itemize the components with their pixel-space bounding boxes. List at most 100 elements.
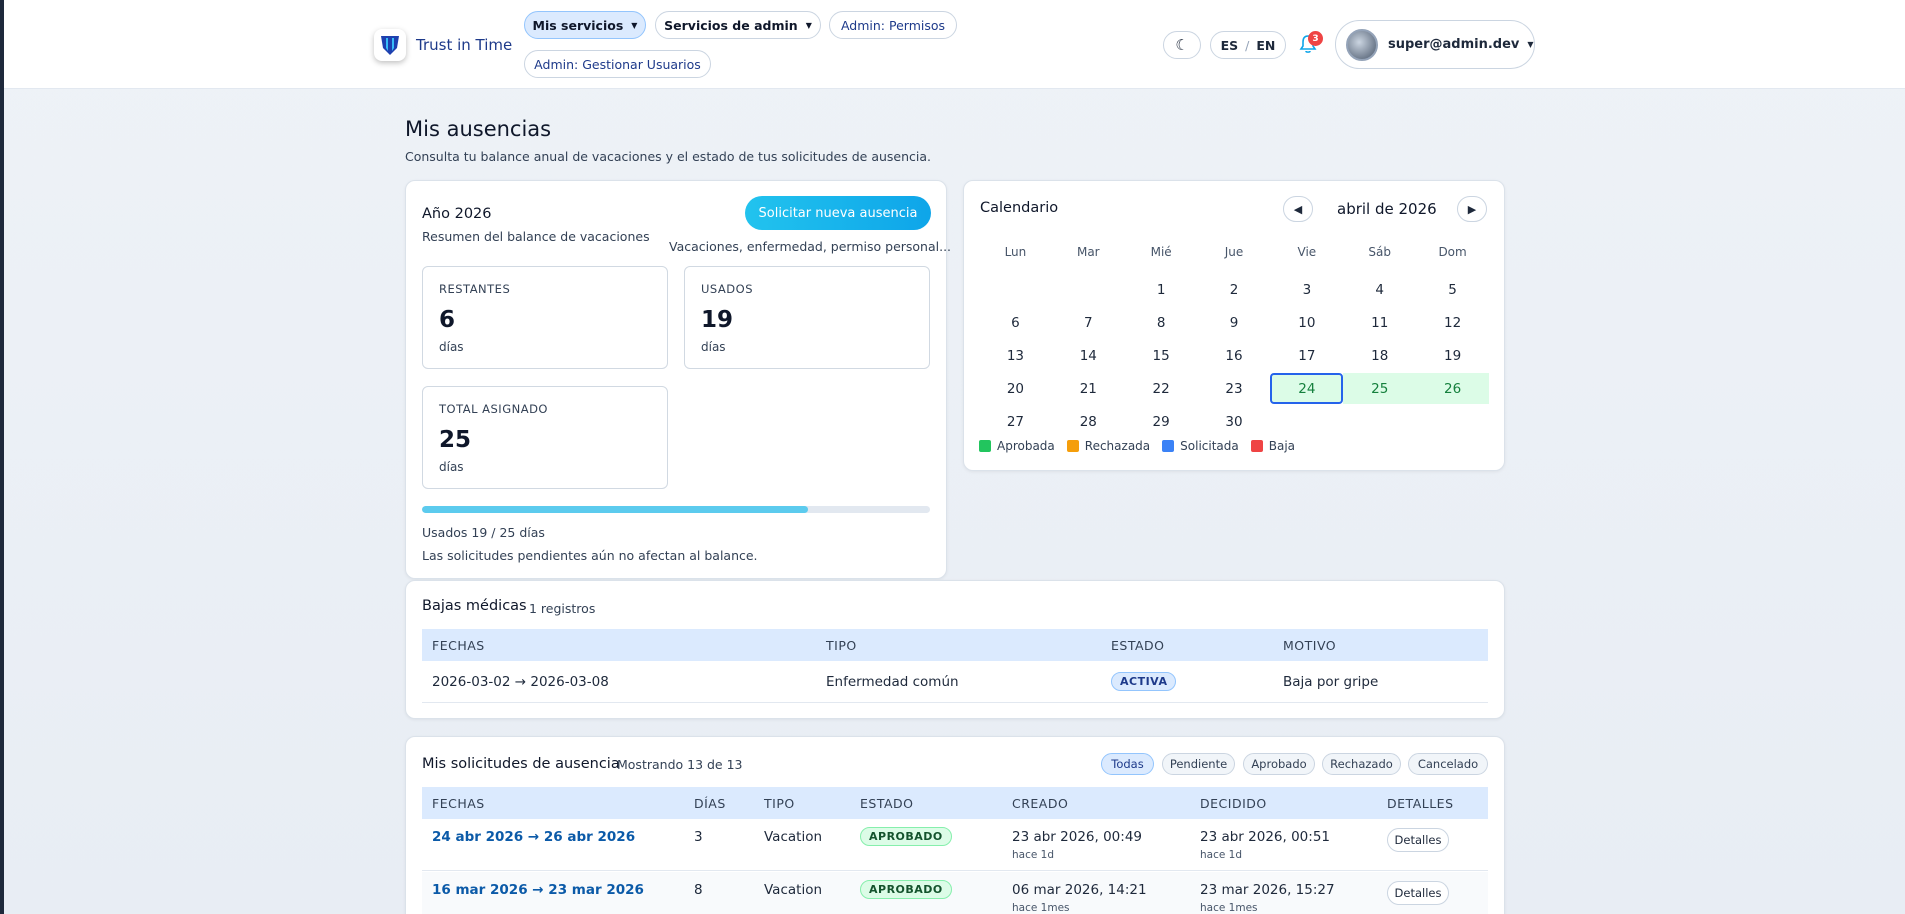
calendar-weekday: Sáb: [1368, 245, 1392, 259]
filter-aprobado[interactable]: Aprobado: [1243, 753, 1315, 775]
calendar-day[interactable]: 26: [1416, 373, 1490, 404]
caret-down-icon: ▼: [1527, 40, 1534, 49]
calendar-day[interactable]: 29: [1152, 413, 1170, 430]
calendar-week-row: 27 28 29 30: [979, 406, 1489, 439]
calendar-week-row: 6 7 8 9 10 11 12: [979, 307, 1489, 340]
filter-rechazado[interactable]: Rechazado: [1322, 753, 1401, 775]
filter-todas[interactable]: Todas: [1101, 753, 1154, 775]
medical-count: 1 registros: [529, 601, 596, 616]
request-type: Vacation: [764, 829, 823, 845]
calendar-day[interactable]: 2: [1229, 281, 1239, 298]
calendar-day[interactable]: 24: [1270, 373, 1344, 404]
request-dates-link[interactable]: 16 mar 2026 → 23 mar 2026: [432, 882, 644, 898]
calendar-day[interactable]: 18: [1371, 347, 1389, 364]
requests-table-header: FECHAS DÍAS TIPO ESTADO CREADO DECIDIDO …: [422, 787, 1488, 819]
brand-logo[interactable]: [374, 29, 406, 61]
calendar-day[interactable]: 27: [1006, 413, 1025, 430]
calendar-weekday: Dom: [1438, 245, 1467, 259]
th-motivo: MOTIVO: [1283, 637, 1337, 653]
calendar-day[interactable]: 22: [1152, 380, 1170, 397]
triangle-left-icon: ◀: [1293, 202, 1303, 216]
calendar-day[interactable]: 5: [1448, 281, 1457, 298]
request-decided: 23 abr 2026, 00:51: [1200, 829, 1330, 845]
theme-toggle-button[interactable]: ☾: [1163, 31, 1201, 59]
calendar-day[interactable]: 8: [1156, 314, 1166, 331]
request-days: 8: [694, 882, 703, 898]
calendar-legend: Aprobada Rechazada Solicitada Baja: [979, 439, 1307, 453]
page-title: Mis ausencias: [405, 117, 552, 141]
request-absence-button[interactable]: Solicitar nueva ausencia: [745, 196, 931, 230]
request-created: 23 abr 2026, 00:49: [1012, 829, 1142, 845]
calendar-day[interactable]: 28: [1079, 413, 1097, 430]
calendar-day[interactable]: 16: [1225, 347, 1243, 364]
calendar-day[interactable]: 4: [1375, 281, 1385, 298]
th-fechas: FECHAS: [432, 795, 485, 811]
calendar-next-button[interactable]: ▶: [1457, 196, 1487, 222]
legend-item: Solicitada: [1162, 439, 1239, 453]
th-tipo: TIPO: [826, 637, 857, 653]
calendar-day[interactable]: 13: [1006, 347, 1025, 364]
calendar-day[interactable]: 12: [1443, 314, 1462, 331]
lang-en[interactable]: EN: [1256, 37, 1276, 53]
user-menu[interactable]: super@admin.dev ▼: [1335, 20, 1535, 69]
stat-label: USADOS: [701, 282, 754, 296]
legend-label: Baja: [1268, 439, 1296, 453]
legend-item: Rechazada: [1066, 439, 1150, 453]
calendar-prev-button[interactable]: ◀: [1283, 196, 1313, 222]
calendar-day[interactable]: 7: [1083, 314, 1093, 331]
stat-total: TOTAL ASIGNADO 25 días: [422, 386, 668, 489]
nav-admin-permisos[interactable]: Admin: Permisos: [829, 11, 957, 39]
caret-down-icon: ▼: [631, 20, 638, 30]
calendar-day[interactable]: 10: [1298, 314, 1316, 331]
request-hint: Vacaciones, enfermedad, permiso personal…: [669, 239, 952, 254]
details-button[interactable]: Detalles: [1387, 881, 1449, 905]
th-detalles: DETALLES: [1387, 795, 1454, 811]
calendar-day[interactable]: 3: [1302, 281, 1312, 298]
calendar-day[interactable]: 20: [1006, 380, 1025, 397]
calendar-weekday: Jue: [1224, 245, 1244, 259]
th-estado: ESTADO: [1111, 637, 1165, 653]
calendar-grid: Lun Mar Mié Jue Vie Sáb Dom 1 2 3 4 5 6 7 8 9 10 11 12 13 14…: [979, 241, 1490, 439]
legend-swatch: [979, 440, 991, 452]
usage-progress-fill: [422, 506, 809, 513]
medical-type: Enfermedad común: [826, 673, 959, 690]
legend-item: Aprobada: [979, 439, 1055, 453]
th-tipo: TIPO: [764, 795, 795, 811]
calendar-day[interactable]: 25: [1343, 373, 1417, 404]
balance-summary: Resumen del balance de vacaciones: [422, 229, 650, 244]
request-dates-link[interactable]: 24 abr 2026 → 26 abr 2026: [432, 829, 636, 845]
stat-value: 19: [701, 307, 734, 333]
filter-pendiente[interactable]: Pendiente: [1162, 753, 1235, 775]
lang-separator: /: [1245, 37, 1250, 53]
stat-unit: días: [701, 340, 726, 354]
calendar-week-row: 20 21 22 23 24 25 26: [979, 373, 1490, 406]
medical-reason: Baja por gripe: [1283, 673, 1379, 690]
medical-title: Bajas médicas: [422, 598, 527, 614]
details-button[interactable]: Detalles: [1387, 828, 1449, 852]
calendar-day[interactable]: 17: [1298, 347, 1316, 364]
legend-label: Solicitada: [1180, 439, 1239, 453]
th-estado: ESTADO: [860, 795, 914, 811]
calendar-day[interactable]: 14: [1079, 347, 1097, 364]
calendar-day[interactable]: 23: [1225, 380, 1243, 397]
request-days: 3: [694, 829, 703, 845]
calendar-day[interactable]: 15: [1152, 347, 1170, 364]
nav-servicios-admin[interactable]: Servicios de admin ▼: [655, 11, 821, 39]
nav-mis-servicios[interactable]: Mis servicios ▼: [524, 11, 646, 39]
calendar-day[interactable]: 1: [1156, 281, 1166, 298]
brand-name[interactable]: Trust in Time: [416, 36, 513, 54]
filter-cancelado[interactable]: Cancelado: [1408, 753, 1488, 775]
calendar-day[interactable]: 19: [1443, 347, 1462, 364]
calendar-day[interactable]: 6: [1011, 314, 1020, 331]
calendar-day[interactable]: 21: [1079, 380, 1097, 397]
stat-value: 6: [439, 307, 456, 333]
triangle-right-icon: ▶: [1467, 202, 1477, 216]
calendar-day[interactable]: 30: [1225, 413, 1243, 430]
status-badge: APROBADO: [860, 880, 952, 899]
lang-es[interactable]: ES: [1220, 37, 1239, 53]
nav-admin-usuarios[interactable]: Admin: Gestionar Usuarios: [524, 50, 711, 78]
calendar-day[interactable]: 9: [1229, 314, 1239, 331]
language-switch[interactable]: ES / EN: [1210, 31, 1286, 59]
calendar-day[interactable]: 11: [1371, 314, 1389, 331]
calendar-empty-cell: [1416, 406, 1489, 437]
